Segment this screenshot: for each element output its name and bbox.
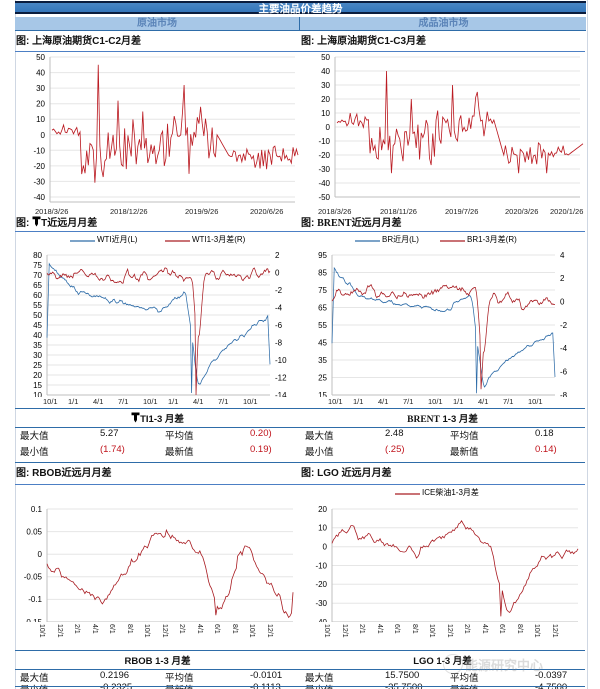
svg-text:-10: -10 (275, 356, 287, 365)
svg-text:50: 50 (321, 53, 330, 62)
svg-text:-0.1: -0.1 (28, 595, 42, 604)
svg-text:-2: -2 (275, 286, 283, 295)
svg-text:2: 2 (275, 251, 280, 260)
svg-text:60: 60 (33, 291, 42, 300)
svg-text:-40: -40 (318, 179, 330, 188)
svg-text:-2: -2 (560, 321, 568, 330)
svg-text:15: 15 (33, 381, 42, 390)
svg-text:-30: -30 (315, 599, 327, 608)
svg-text:-4: -4 (560, 344, 568, 353)
svg-text:20: 20 (318, 505, 327, 514)
svg-text:-0.05: -0.05 (24, 573, 43, 582)
svg-text:2: 2 (560, 274, 565, 283)
svg-text:25: 25 (33, 361, 42, 370)
svg-text:35: 35 (318, 356, 327, 365)
svg-text:-30: -30 (33, 177, 45, 186)
svg-text:-20: -20 (315, 580, 327, 589)
svg-text:85: 85 (318, 268, 327, 277)
svg-text:-8: -8 (275, 338, 283, 347)
svg-text:40: 40 (321, 67, 330, 76)
svg-text:30: 30 (36, 84, 45, 93)
svg-text:0.1: 0.1 (31, 505, 43, 514)
svg-text:-10: -10 (33, 146, 45, 155)
svg-text:-10: -10 (318, 137, 330, 146)
svg-text:-12: -12 (275, 373, 287, 382)
svg-text:0: 0 (38, 550, 43, 559)
svg-text:45: 45 (33, 321, 42, 330)
svg-text:50: 50 (36, 53, 45, 62)
svg-text:75: 75 (318, 286, 327, 295)
svg-text:-10: -10 (315, 561, 327, 570)
svg-text:-6: -6 (560, 368, 568, 377)
svg-text:95: 95 (318, 251, 327, 260)
svg-text:55: 55 (318, 321, 327, 330)
svg-text:0: 0 (560, 298, 565, 307)
svg-text:40: 40 (33, 331, 42, 340)
svg-text:-50: -50 (318, 193, 330, 202)
svg-text:45: 45 (318, 338, 327, 347)
svg-text:30: 30 (321, 81, 330, 90)
svg-text:-20: -20 (33, 162, 45, 171)
svg-text:0.05: 0.05 (26, 527, 42, 536)
svg-text:10: 10 (321, 109, 330, 118)
svg-text:70: 70 (33, 271, 42, 280)
svg-text:30: 30 (33, 351, 42, 360)
svg-text:20: 20 (321, 95, 330, 104)
svg-text:-6: -6 (275, 321, 283, 330)
svg-text:-30: -30 (318, 165, 330, 174)
svg-text:25: 25 (318, 373, 327, 382)
svg-text:-20: -20 (318, 151, 330, 160)
svg-text:10: 10 (36, 115, 45, 124)
svg-text:55: 55 (33, 301, 42, 310)
svg-text:0: 0 (275, 268, 280, 277)
svg-text:4: 4 (560, 251, 565, 260)
svg-text:20: 20 (33, 371, 42, 380)
svg-text:0: 0 (41, 131, 46, 140)
svg-text:0: 0 (326, 123, 331, 132)
svg-text:65: 65 (33, 281, 42, 290)
svg-text:50: 50 (33, 311, 42, 320)
svg-text:65: 65 (318, 303, 327, 312)
svg-text:75: 75 (33, 261, 42, 270)
svg-text:35: 35 (33, 341, 42, 350)
svg-text:0: 0 (323, 543, 328, 552)
svg-text:-40: -40 (33, 193, 45, 202)
svg-text:40: 40 (36, 69, 45, 78)
svg-text:20: 20 (36, 100, 45, 109)
svg-text:80: 80 (33, 251, 42, 260)
svg-text:-4: -4 (275, 303, 283, 312)
svg-text:10: 10 (318, 524, 327, 533)
